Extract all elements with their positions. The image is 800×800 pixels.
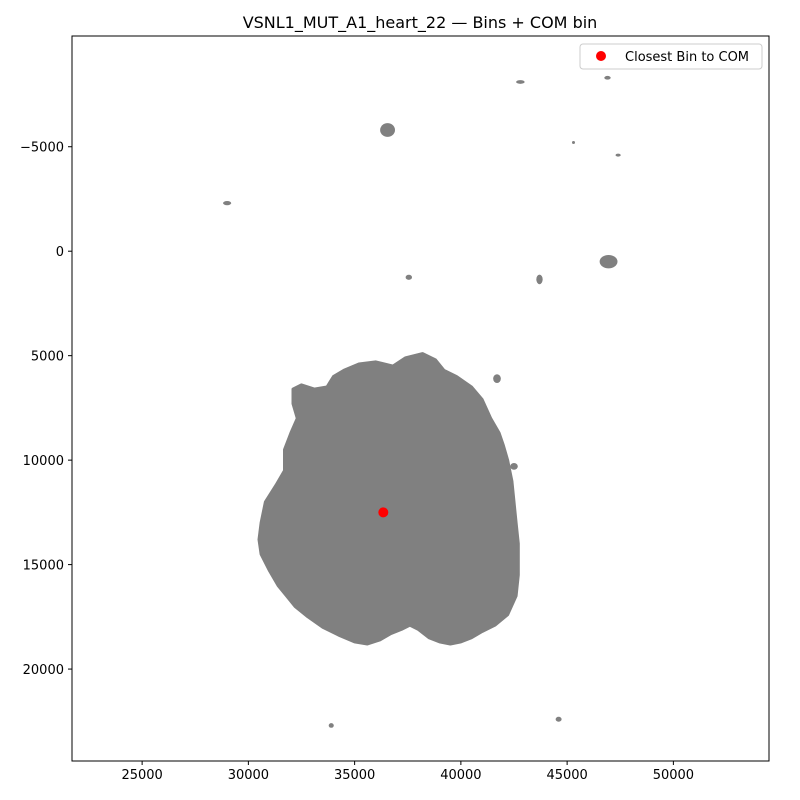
legend-box <box>579 43 763 70</box>
axes-frame <box>71 35 770 762</box>
bin-cluster <box>572 141 575 145</box>
chart-title: VSNL1_MUT_A1_heart_22 — Bins + COM bin <box>243 13 598 33</box>
y-tick-label: 20000 <box>23 663 64 678</box>
legend-marker-com <box>596 51 606 61</box>
y-tick-label: 5000 <box>31 350 64 365</box>
bin-cluster <box>536 274 543 285</box>
bin-cluster <box>380 123 395 137</box>
bin-cluster <box>493 374 501 384</box>
y-tick-label: 10000 <box>23 454 64 469</box>
legend: Closest Bin to COM <box>579 43 763 70</box>
y-tick-label: −5000 <box>20 141 64 156</box>
axis-ticks: 25000 30000 35000 40000 45000 50000 −5000 0 5000… <box>20 141 694 783</box>
x-tick-label: 30000 <box>228 768 269 783</box>
y-tick-label: 0 <box>56 245 64 260</box>
tissue-bins-region <box>257 352 520 646</box>
x-tick-label: 40000 <box>440 768 481 783</box>
bin-cluster <box>510 463 518 470</box>
bin-cluster <box>516 80 525 84</box>
legend-label-com: Closest Bin to COM <box>625 50 749 65</box>
com-bin-point <box>378 507 389 518</box>
bin-cluster <box>555 716 562 722</box>
x-tick-label: 35000 <box>334 768 375 783</box>
bin-cluster <box>615 153 621 157</box>
plot-area <box>223 75 621 728</box>
y-tick-label: 15000 <box>23 559 64 574</box>
bin-cluster <box>599 254 618 269</box>
bin-cluster <box>223 201 232 206</box>
bin-cluster <box>328 723 334 728</box>
x-tick-label: 45000 <box>546 768 587 783</box>
x-tick-label: 50000 <box>653 768 694 783</box>
x-tick-label: 25000 <box>121 768 162 783</box>
bin-cluster <box>405 274 412 280</box>
bin-cluster <box>604 75 611 80</box>
